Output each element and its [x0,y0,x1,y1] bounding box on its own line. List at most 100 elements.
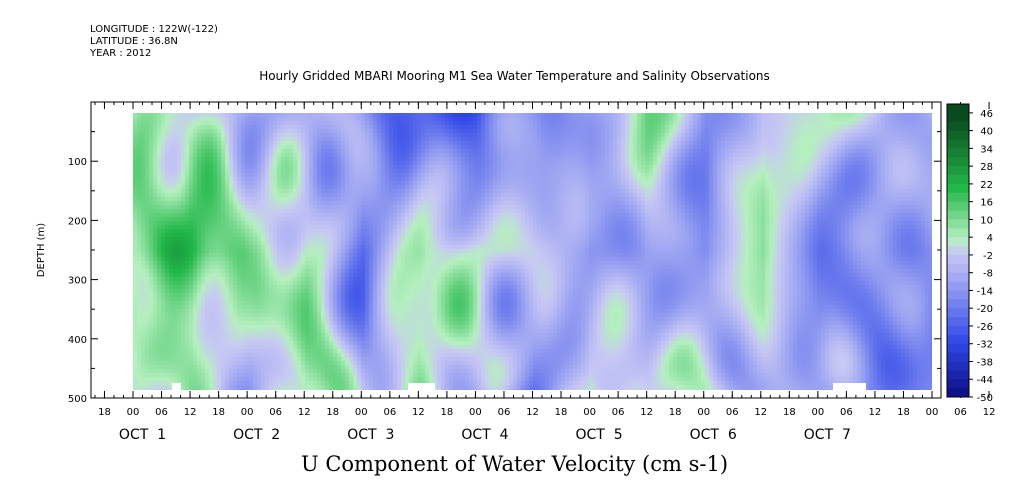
heatmap-cell [361,225,366,230]
heatmap-cell [353,133,358,138]
heatmap-cell [385,321,390,326]
heatmap-cell [225,229,230,234]
heatmap-cell [381,157,386,162]
heatmap-cell [273,193,278,198]
heatmap-cell [289,141,294,146]
heatmap-cell [161,361,166,366]
heatmap-cell [397,349,402,354]
heatmap-cell [329,217,334,222]
heatmap-cell [321,233,326,238]
heatmap-cell [341,277,346,282]
heatmap-cell [297,261,302,266]
heatmap-cell [149,333,154,338]
heatmap-cell [409,145,414,150]
heatmap-cell [201,233,206,238]
heatmap-cell [357,273,362,278]
heatmap-cell [285,157,290,162]
heatmap-cell [349,221,354,226]
heatmap-cell [209,157,214,162]
heatmap-cell [349,241,354,246]
heatmap-cell [345,297,350,302]
heatmap-cell [405,205,410,210]
heatmap-cell [397,381,402,386]
heatmap-cell [285,289,290,294]
heatmap-cell [165,377,170,382]
heatmap-cell [301,113,306,118]
heatmap-cell [173,149,178,154]
heatmap-cell [241,197,246,202]
heatmap-cell [349,229,354,234]
heatmap-cell [345,289,350,294]
heatmap-cell [201,369,206,374]
heatmap-cell [393,317,398,322]
heatmap-cell [325,113,330,118]
heatmap-cell [145,381,150,386]
heatmap-cell [321,261,326,266]
heatmap-cell [393,353,398,358]
heatmap-cell [329,149,334,154]
heatmap-cell [173,145,178,150]
heatmap-cell [361,141,366,146]
heatmap-cell [141,381,146,386]
heatmap-cell [301,349,306,354]
heatmap-cell [209,177,214,182]
heatmap-cell [301,141,306,146]
heatmap-cell [321,317,326,322]
heatmap-cell [325,161,330,166]
heatmap-cell [265,241,270,246]
heatmap-cell [141,213,146,218]
heatmap-cell [133,189,138,194]
heatmap-cell [269,389,274,390]
heatmap-cell [253,341,258,346]
heatmap-cell [277,237,282,242]
heatmap-cell [269,377,274,382]
heatmap-cell [389,113,394,118]
heatmap-cell [413,325,418,330]
heatmap-cell [153,169,158,174]
heatmap-cell [221,233,226,238]
heatmap-cell [241,285,246,290]
heatmap-cell [225,305,230,310]
heatmap-cell [305,293,310,298]
heatmap-cell [301,281,306,286]
latitude-label: LATITUDE : 36.8N [90,36,178,47]
heatmap-cell [193,149,198,154]
heatmap-cell [285,133,290,138]
heatmap-cell [409,133,414,138]
heatmap-cell [173,273,178,278]
heatmap-cell [177,221,182,226]
heatmap-cell [397,189,402,194]
heatmap-cell [269,321,274,326]
heatmap-cell [221,161,226,166]
heatmap-cell [145,193,150,198]
heatmap-cell [401,201,406,206]
heatmap-cell [257,221,262,226]
heatmap-cell [317,325,322,330]
heatmap-cell [165,289,170,294]
heatmap-cell [401,389,406,390]
heatmap-cell [141,341,146,346]
heatmap-cell [213,381,218,386]
heatmap-cell [269,121,274,126]
heatmap-cell [197,297,202,302]
heatmap-cell [349,217,354,222]
heatmap-cell [249,233,254,238]
heatmap-cell [413,277,418,282]
heatmap-cell [273,129,278,134]
heatmap-cell [345,221,350,226]
heatmap-cell [261,225,266,230]
heatmap-cell [145,341,150,346]
heatmap-cell [265,189,270,194]
heatmap-cell [405,201,410,206]
heatmap-cell [341,341,346,346]
heatmap-cell [233,293,238,298]
heatmap-cell [377,253,382,258]
heatmap-cell [141,309,146,314]
heatmap-cell [353,177,358,182]
heatmap-cell [393,157,398,162]
heatmap-cell [253,169,258,174]
heatmap-cell [353,297,358,302]
heatmap-cell [257,265,262,270]
heatmap-cell [225,209,230,214]
heatmap-cell [377,313,382,318]
